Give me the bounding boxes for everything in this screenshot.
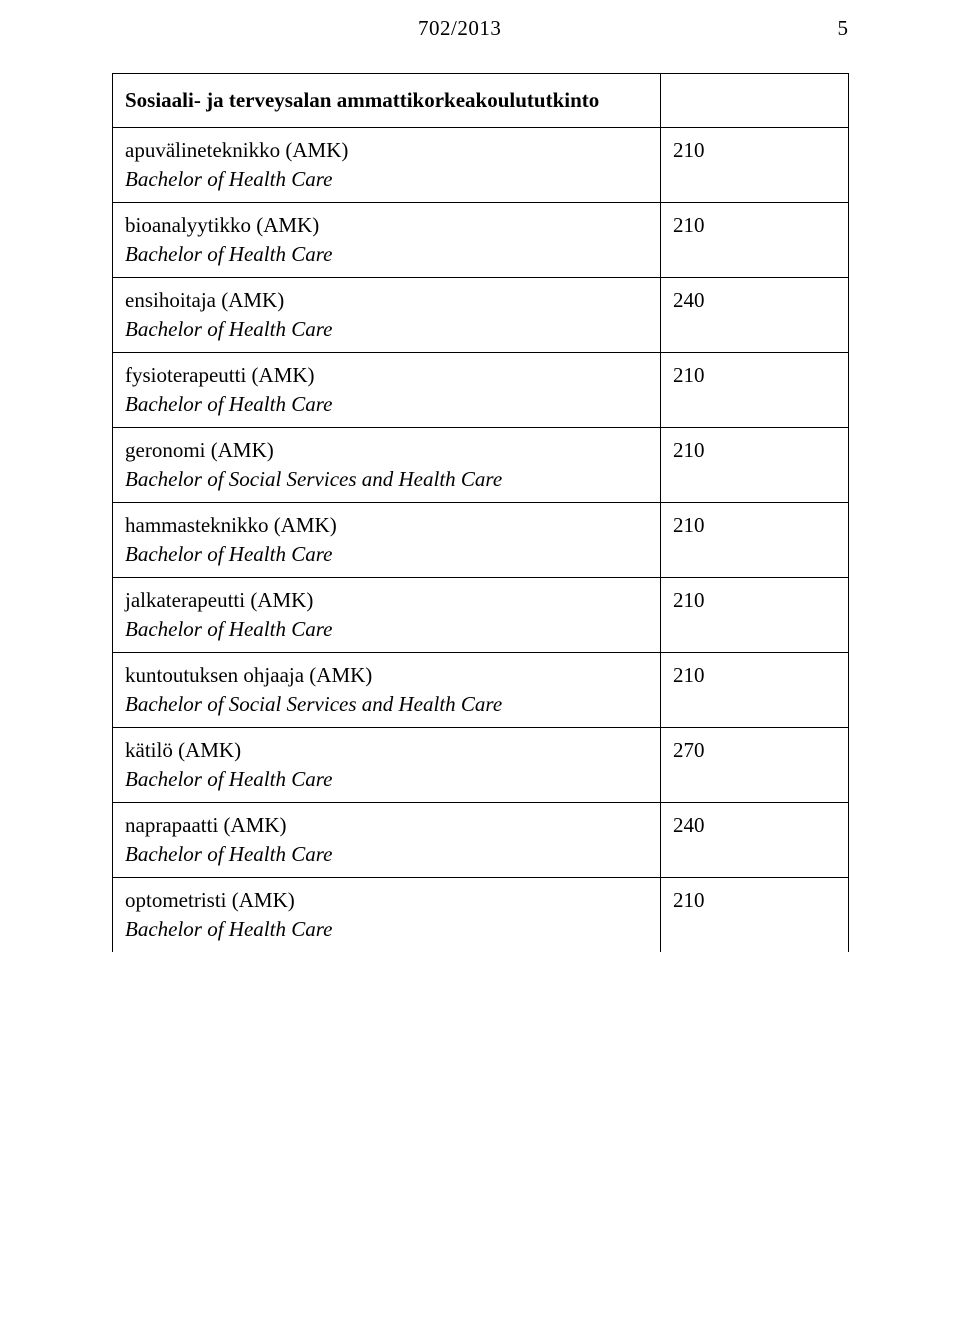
credit-value: 210 xyxy=(673,363,836,388)
degree-finnish-name: apuvälineteknikko (AMK) xyxy=(125,138,648,163)
degree-english-name: Bachelor of Health Care xyxy=(125,617,648,642)
degree-finnish-name: kätilö (AMK) xyxy=(125,738,648,763)
credit-value: 210 xyxy=(673,663,836,688)
credit-value: 210 xyxy=(673,888,836,913)
degree-finnish-name: jalkaterapeutti (AMK) xyxy=(125,588,648,613)
degree-english-name: Bachelor of Health Care xyxy=(125,767,648,792)
table-row: kätilö (AMK) Bachelor of Health Care 270 xyxy=(113,728,849,803)
degree-finnish-name: bioanalyytikko (AMK) xyxy=(125,213,648,238)
degree-finnish-name: ensihoitaja (AMK) xyxy=(125,288,648,313)
table-row: kuntoutuksen ohjaaja (AMK) Bachelor of S… xyxy=(113,653,849,728)
credit-value: 210 xyxy=(673,588,836,613)
credit-value: 240 xyxy=(673,288,836,313)
empty-cell xyxy=(661,74,849,128)
credit-value: 210 xyxy=(673,213,836,238)
credit-value: 210 xyxy=(673,513,836,538)
degree-finnish-name: fysioterapeutti (AMK) xyxy=(125,363,648,388)
table-row: fysioterapeutti (AMK) Bachelor of Health… xyxy=(113,353,849,428)
table-row: geronomi (AMK) Bachelor of Social Servic… xyxy=(113,428,849,503)
page-number: 5 xyxy=(838,16,849,41)
credit-value: 210 xyxy=(673,438,836,463)
degree-table: Sosiaali- ja terveysalan ammattikorkeako… xyxy=(112,73,849,952)
degree-english-name: Bachelor of Health Care xyxy=(125,917,648,942)
degree-english-name: Bachelor of Social Services and Health C… xyxy=(125,467,648,492)
degree-finnish-name: naprapaatti (AMK) xyxy=(125,813,648,838)
document-number: 702/2013 xyxy=(418,16,501,41)
section-title: Sosiaali- ja terveysalan ammattikorkeako… xyxy=(113,74,661,128)
degree-finnish-name: optometristi (AMK) xyxy=(125,888,648,913)
degree-finnish-name: geronomi (AMK) xyxy=(125,438,648,463)
table-row: optometristi (AMK) Bachelor of Health Ca… xyxy=(113,878,849,952)
degree-english-name: Bachelor of Health Care xyxy=(125,167,648,192)
degree-finnish-name: hammasteknikko (AMK) xyxy=(125,513,648,538)
table-row: bioanalyytikko (AMK) Bachelor of Health … xyxy=(113,203,849,278)
degree-finnish-name: kuntoutuksen ohjaaja (AMK) xyxy=(125,663,648,688)
table-section-row: Sosiaali- ja terveysalan ammattikorkeako… xyxy=(113,74,849,128)
table-row: naprapaatti (AMK) Bachelor of Health Car… xyxy=(113,803,849,878)
degree-english-name: Bachelor of Health Care xyxy=(125,842,648,867)
page-header: 702/2013 5 xyxy=(0,0,960,57)
table-row: jalkaterapeutti (AMK) Bachelor of Health… xyxy=(113,578,849,653)
credit-value: 270 xyxy=(673,738,836,763)
document-page: 702/2013 5 Sosiaali- ja terveysalan amma… xyxy=(0,0,960,1318)
degree-english-name: Bachelor of Health Care xyxy=(125,242,648,267)
degree-english-name: Bachelor of Social Services and Health C… xyxy=(125,692,648,717)
credit-value: 210 xyxy=(673,138,836,163)
degree-english-name: Bachelor of Health Care xyxy=(125,317,648,342)
table-row: ensihoitaja (AMK) Bachelor of Health Car… xyxy=(113,278,849,353)
table-row: apuvälineteknikko (AMK) Bachelor of Heal… xyxy=(113,128,849,203)
degree-english-name: Bachelor of Health Care xyxy=(125,392,648,417)
credit-value: 240 xyxy=(673,813,836,838)
table-row: hammasteknikko (AMK) Bachelor of Health … xyxy=(113,503,849,578)
degree-english-name: Bachelor of Health Care xyxy=(125,542,648,567)
